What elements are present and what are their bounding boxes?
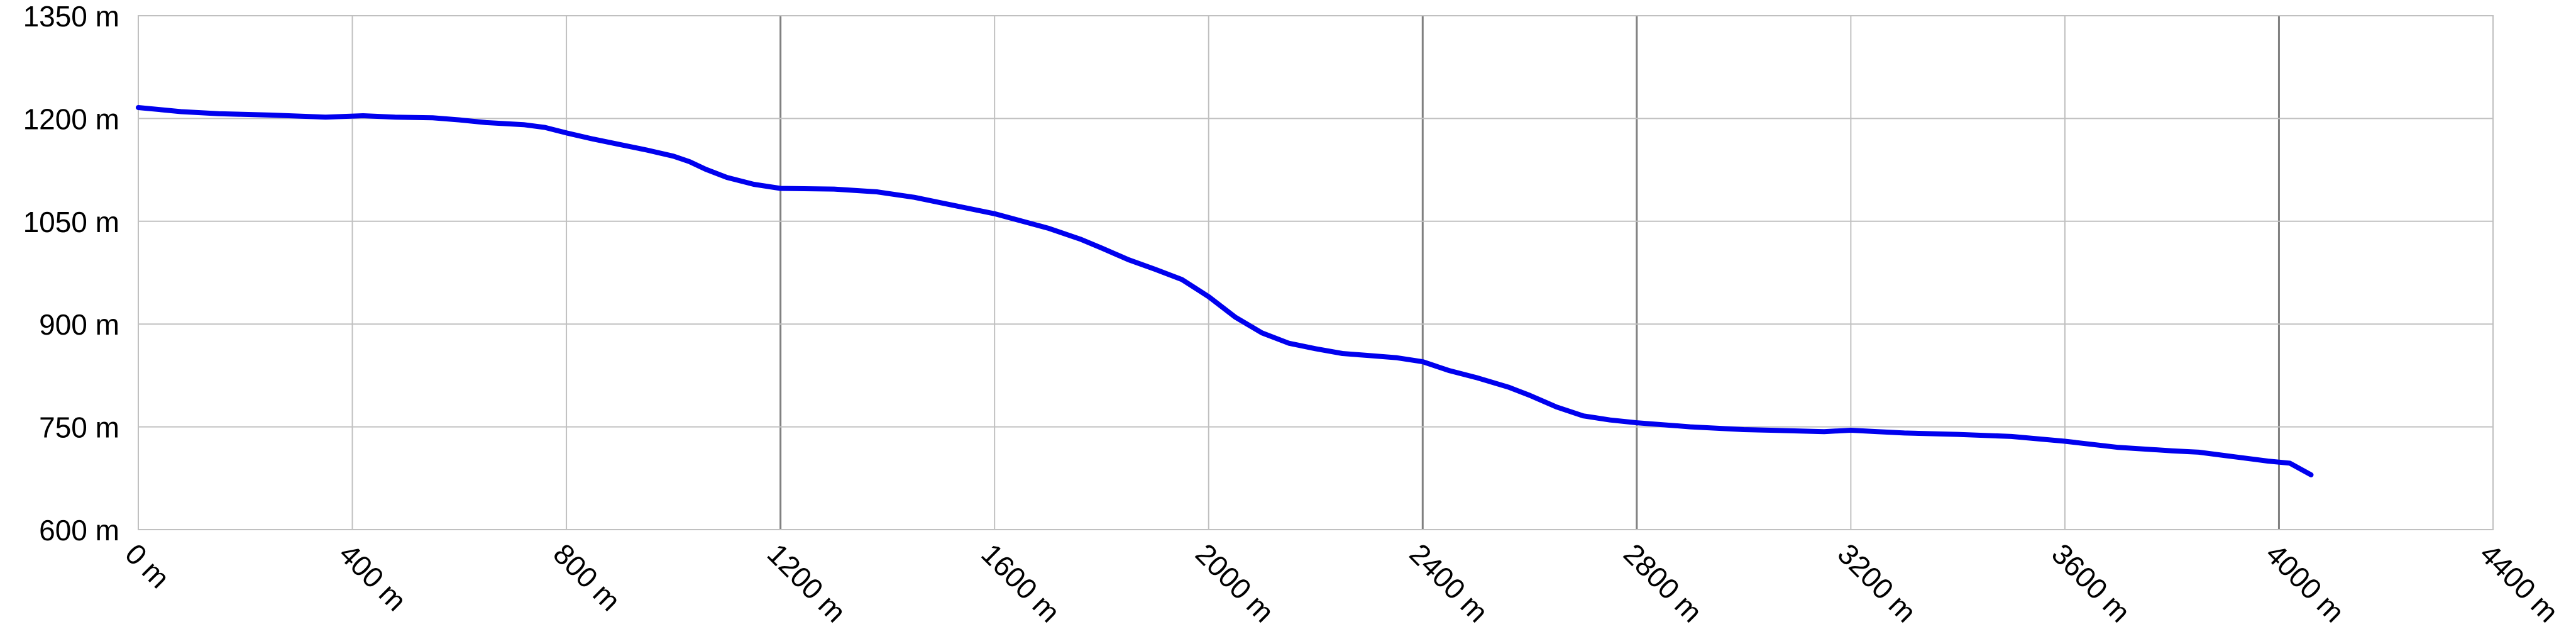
y-tick-label-600: 600 m [39, 514, 119, 547]
y-tick-label-900: 900 m [39, 308, 119, 341]
x-tick-label-400: 400 m [333, 537, 413, 617]
plot-area-frame [138, 15, 2494, 530]
x-tick-label-2800: 2800 m [1617, 537, 1709, 628]
x-tick-label-1200: 1200 m [761, 537, 852, 628]
y-tick-label-1350: 1350 m [23, 0, 119, 33]
y-tick-label-750: 750 m [39, 411, 119, 444]
y-axis-tick-labels: 600 m 750 m 900 m 1050 m 1200 m 1350 m [23, 0, 119, 547]
series-layer [136, 105, 2314, 477]
gridlines [138, 15, 2494, 530]
y-tick-label-1050: 1050 m [23, 206, 119, 238]
y-tick-label-1200: 1200 m [23, 103, 119, 135]
x-tick-label-2000: 2000 m [1189, 537, 1280, 628]
x-tick-label-4400: 4400 m [2474, 537, 2565, 628]
x-tick-label-0: 0 m [119, 537, 176, 594]
x-tick-label-4000: 4000 m [2260, 537, 2351, 628]
x-tick-label-1600: 1600 m [975, 537, 1066, 628]
x-tick-label-800: 800 m [547, 537, 627, 617]
x-axis-tick-labels: 0 m 400 m 800 m 1200 m 1600 m 2000 m 2400 m 280… [119, 537, 2565, 628]
x-tick-label-3200: 3200 m [1832, 537, 1923, 628]
x-tick-label-3600: 3600 m [2045, 537, 2137, 628]
elevation-series-line-0 [136, 105, 2314, 477]
x-tick-label-2400: 2400 m [1403, 537, 1494, 628]
